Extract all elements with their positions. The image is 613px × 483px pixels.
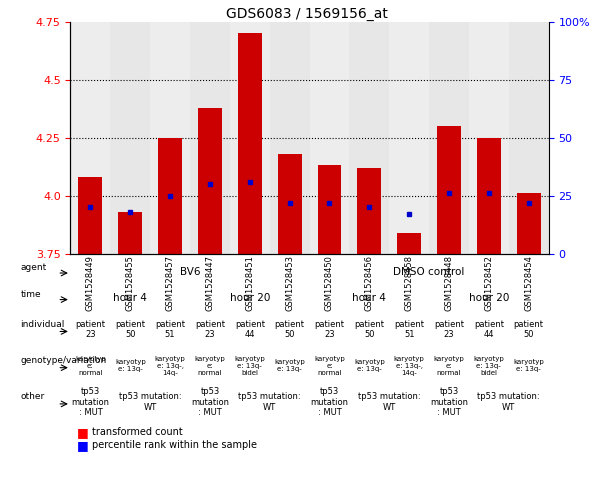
Text: karyotyp
e:
normal: karyotyp e: normal: [194, 356, 226, 376]
Bar: [437, 126, 461, 254]
Text: karyotyp
e: 13q-
bidel: karyotyp e: 13q- bidel: [473, 356, 504, 376]
Text: GDS6083 / 1569156_at: GDS6083 / 1569156_at: [226, 7, 387, 21]
Text: karyotyp
e: 13q-
bidel: karyotyp e: 13q- bidel: [234, 356, 265, 376]
Bar: [278, 154, 302, 254]
Text: patient
23: patient 23: [434, 320, 464, 340]
Bar: [238, 33, 262, 254]
Text: agent: agent: [20, 263, 47, 272]
Text: patient
50: patient 50: [514, 320, 544, 340]
Text: BV6: BV6: [180, 267, 200, 277]
Text: patient
44: patient 44: [474, 320, 504, 340]
Text: ■: ■: [77, 426, 88, 439]
Bar: [158, 138, 182, 254]
Text: DMSO control: DMSO control: [394, 267, 465, 277]
Text: ■: ■: [77, 439, 88, 452]
Text: karyotyp
e: 13q-,
14q-: karyotyp e: 13q-, 14q-: [154, 356, 186, 376]
Bar: [70, 22, 110, 254]
Text: tp53 mutation:
WT: tp53 mutation: WT: [238, 392, 301, 412]
Text: karyotyp
e: 13q-: karyotyp e: 13q-: [513, 359, 544, 372]
Bar: [150, 22, 190, 254]
Text: patient
44: patient 44: [235, 320, 265, 340]
Text: patient
51: patient 51: [155, 320, 185, 340]
Bar: [230, 22, 270, 254]
Text: genotype/variation: genotype/variation: [20, 356, 107, 365]
Text: karyotyp
e: 13q-: karyotyp e: 13q-: [354, 359, 385, 372]
Bar: [477, 138, 501, 254]
Bar: [357, 168, 381, 254]
Text: hour 20: hour 20: [230, 293, 270, 303]
Bar: [349, 22, 389, 254]
Text: patient
23: patient 23: [75, 320, 105, 340]
Text: patient
50: patient 50: [275, 320, 305, 340]
Bar: [517, 193, 541, 254]
Text: transformed count: transformed count: [92, 427, 183, 437]
Text: karyotyp
e:
normal: karyotyp e: normal: [314, 356, 345, 376]
Text: patient
51: patient 51: [394, 320, 424, 340]
Text: hour 20: hour 20: [469, 293, 509, 303]
Text: tp53 mutation:
WT: tp53 mutation: WT: [478, 392, 540, 412]
Bar: [270, 22, 310, 254]
Text: patient
23: patient 23: [195, 320, 225, 340]
Text: patient
50: patient 50: [354, 320, 384, 340]
Bar: [118, 212, 142, 254]
Text: patient
50: patient 50: [115, 320, 145, 340]
Bar: [469, 22, 509, 254]
Bar: [110, 22, 150, 254]
Bar: [429, 22, 469, 254]
Bar: [78, 177, 102, 254]
Bar: [389, 22, 429, 254]
Bar: [318, 166, 341, 254]
Text: tp53
mutation
: MUT: tp53 mutation : MUT: [191, 387, 229, 417]
Bar: [509, 22, 549, 254]
Text: hour 4: hour 4: [352, 293, 386, 303]
Text: tp53
mutation
: MUT: tp53 mutation : MUT: [430, 387, 468, 417]
Text: individual: individual: [20, 320, 64, 329]
Text: tp53 mutation:
WT: tp53 mutation: WT: [119, 392, 181, 412]
Bar: [397, 233, 421, 254]
Text: percentile rank within the sample: percentile rank within the sample: [92, 440, 257, 450]
Text: karyotyp
e:
normal: karyotyp e: normal: [433, 356, 465, 376]
Bar: [198, 108, 222, 254]
Text: karyotyp
e:
normal: karyotyp e: normal: [75, 356, 106, 376]
Text: other: other: [20, 392, 45, 401]
Text: tp53 mutation:
WT: tp53 mutation: WT: [358, 392, 421, 412]
Text: karyotyp
e: 13q-: karyotyp e: 13q-: [115, 359, 146, 372]
Text: hour 4: hour 4: [113, 293, 147, 303]
Bar: [310, 22, 349, 254]
Bar: [190, 22, 230, 254]
Text: tp53
mutation
: MUT: tp53 mutation : MUT: [72, 387, 109, 417]
Text: karyotyp
e: 13q-: karyotyp e: 13q-: [274, 359, 305, 372]
Text: time: time: [20, 290, 41, 299]
Text: tp53
mutation
: MUT: tp53 mutation : MUT: [311, 387, 348, 417]
Text: patient
23: patient 23: [314, 320, 345, 340]
Text: karyotyp
e: 13q-,
14q-: karyotyp e: 13q-, 14q-: [394, 356, 425, 376]
